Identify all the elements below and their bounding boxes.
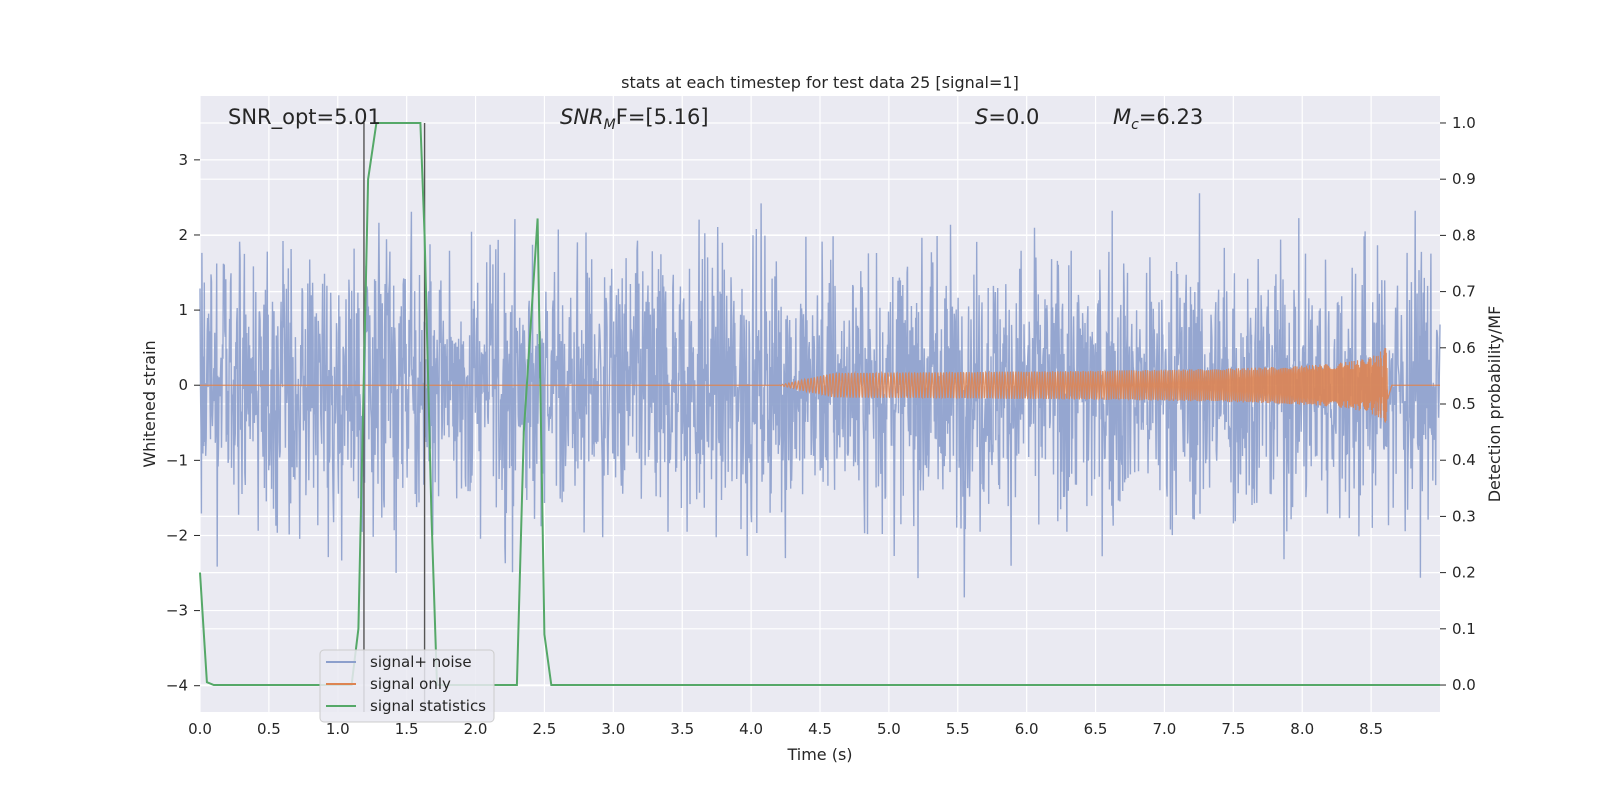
x-tick-label-12: 6.0 xyxy=(1015,720,1039,738)
y2-tick-label-4: 0.6 xyxy=(1452,339,1476,357)
y2-tick-label-6: 0.4 xyxy=(1452,451,1476,469)
x-axis-ticks: 0.0 0.5 1.0 1.5 2.0 2.5 3.0 3.5 4.0 4.5 5.0 5.5 6.0 6… xyxy=(188,720,1383,738)
y-tick-label-4: −1 xyxy=(166,451,188,469)
series-signal-noise xyxy=(199,193,1441,598)
x-tick-label-3: 1.5 xyxy=(395,720,419,738)
annotation-snr-mf: SNRMF=[5.16] xyxy=(560,105,709,133)
y2-tick-label-0: 1.0 xyxy=(1452,114,1476,132)
legend-label-signal-only: signal only xyxy=(370,675,451,693)
y-axis-label: Whitened strain xyxy=(140,340,159,467)
x-tick-label-4: 2.0 xyxy=(464,720,488,738)
x-tick-label-17: 8.5 xyxy=(1359,720,1383,738)
y2-tick-label-3: 0.7 xyxy=(1452,283,1476,301)
x-tick-label-6: 3.0 xyxy=(601,720,625,738)
x-tick-label-9: 4.5 xyxy=(808,720,832,738)
y2-tick-label-8: 0.2 xyxy=(1452,564,1476,582)
y-tick-label-3: 0 xyxy=(178,376,188,394)
y-axis-ticks: 3 2 1 0 −1 −2 −3 −4 xyxy=(166,151,200,695)
annotations: SNR_opt=5.01 SNRMF=[5.16] S=0.0 Mc=6.23 xyxy=(228,105,1203,133)
x-tick-label-8: 4.0 xyxy=(739,720,763,738)
x-tick-label-16: 8.0 xyxy=(1290,720,1314,738)
x-tick-label-14: 7.0 xyxy=(1153,720,1177,738)
x-tick-label-13: 6.5 xyxy=(1084,720,1108,738)
y-tick-label-7: −4 xyxy=(166,677,188,695)
legend-label-signal-statistics: signal statistics xyxy=(370,697,486,715)
x-tick-label-7: 3.5 xyxy=(670,720,694,738)
noise-line xyxy=(199,193,1441,598)
y2-tick-label-9: 0.1 xyxy=(1452,620,1476,638)
x-tick-label-2: 1.0 xyxy=(326,720,350,738)
chart-title: stats at each timestep for test data 25 … xyxy=(621,73,1019,92)
y-tick-label-1: 2 xyxy=(178,226,188,244)
x-tick-label-10: 5.0 xyxy=(877,720,901,738)
y-tick-label-2: 1 xyxy=(178,301,188,319)
y-tick-label-5: −2 xyxy=(166,526,188,544)
legend: signal+ noise signal only signal statist… xyxy=(319,649,495,723)
y2-tick-label-7: 0.3 xyxy=(1452,507,1476,525)
legend-box xyxy=(319,649,495,723)
x-tick-label-0: 0.0 xyxy=(188,720,212,738)
annotation-mc: Mc=6.23 xyxy=(1113,105,1203,133)
y2-tick-label-2: 0.8 xyxy=(1452,226,1476,244)
y2-tick-label-10: 0.0 xyxy=(1452,676,1476,694)
annotation-snr-opt: SNR_opt=5.01 xyxy=(228,105,381,130)
y2-tick-label-5: 0.5 xyxy=(1452,395,1476,413)
x-tick-label-5: 2.5 xyxy=(533,720,557,738)
y-tick-label-6: −3 xyxy=(166,602,188,620)
y2-axis-ticks: 1.0 0.9 0.8 0.7 0.6 0.5 0.4 0.3 0.2 0.1 0.0 xyxy=(1440,114,1476,694)
x-tick-label-15: 7.5 xyxy=(1221,720,1245,738)
x-tick-label-11: 5.5 xyxy=(946,720,970,738)
x-tick-label-1: 0.5 xyxy=(257,720,281,738)
y2-tick-label-1: 0.9 xyxy=(1452,170,1476,188)
x-axis-label: Time (s) xyxy=(786,745,852,764)
y2-axis-label: Detection probability/MF xyxy=(1485,306,1504,503)
y-tick-label-0: 3 xyxy=(178,151,188,169)
signal-line xyxy=(200,348,1440,423)
annotation-s: S=0.0 xyxy=(975,105,1039,129)
legend-label-signal-noise: signal+ noise xyxy=(370,653,472,671)
series-signal-only xyxy=(200,348,1440,423)
